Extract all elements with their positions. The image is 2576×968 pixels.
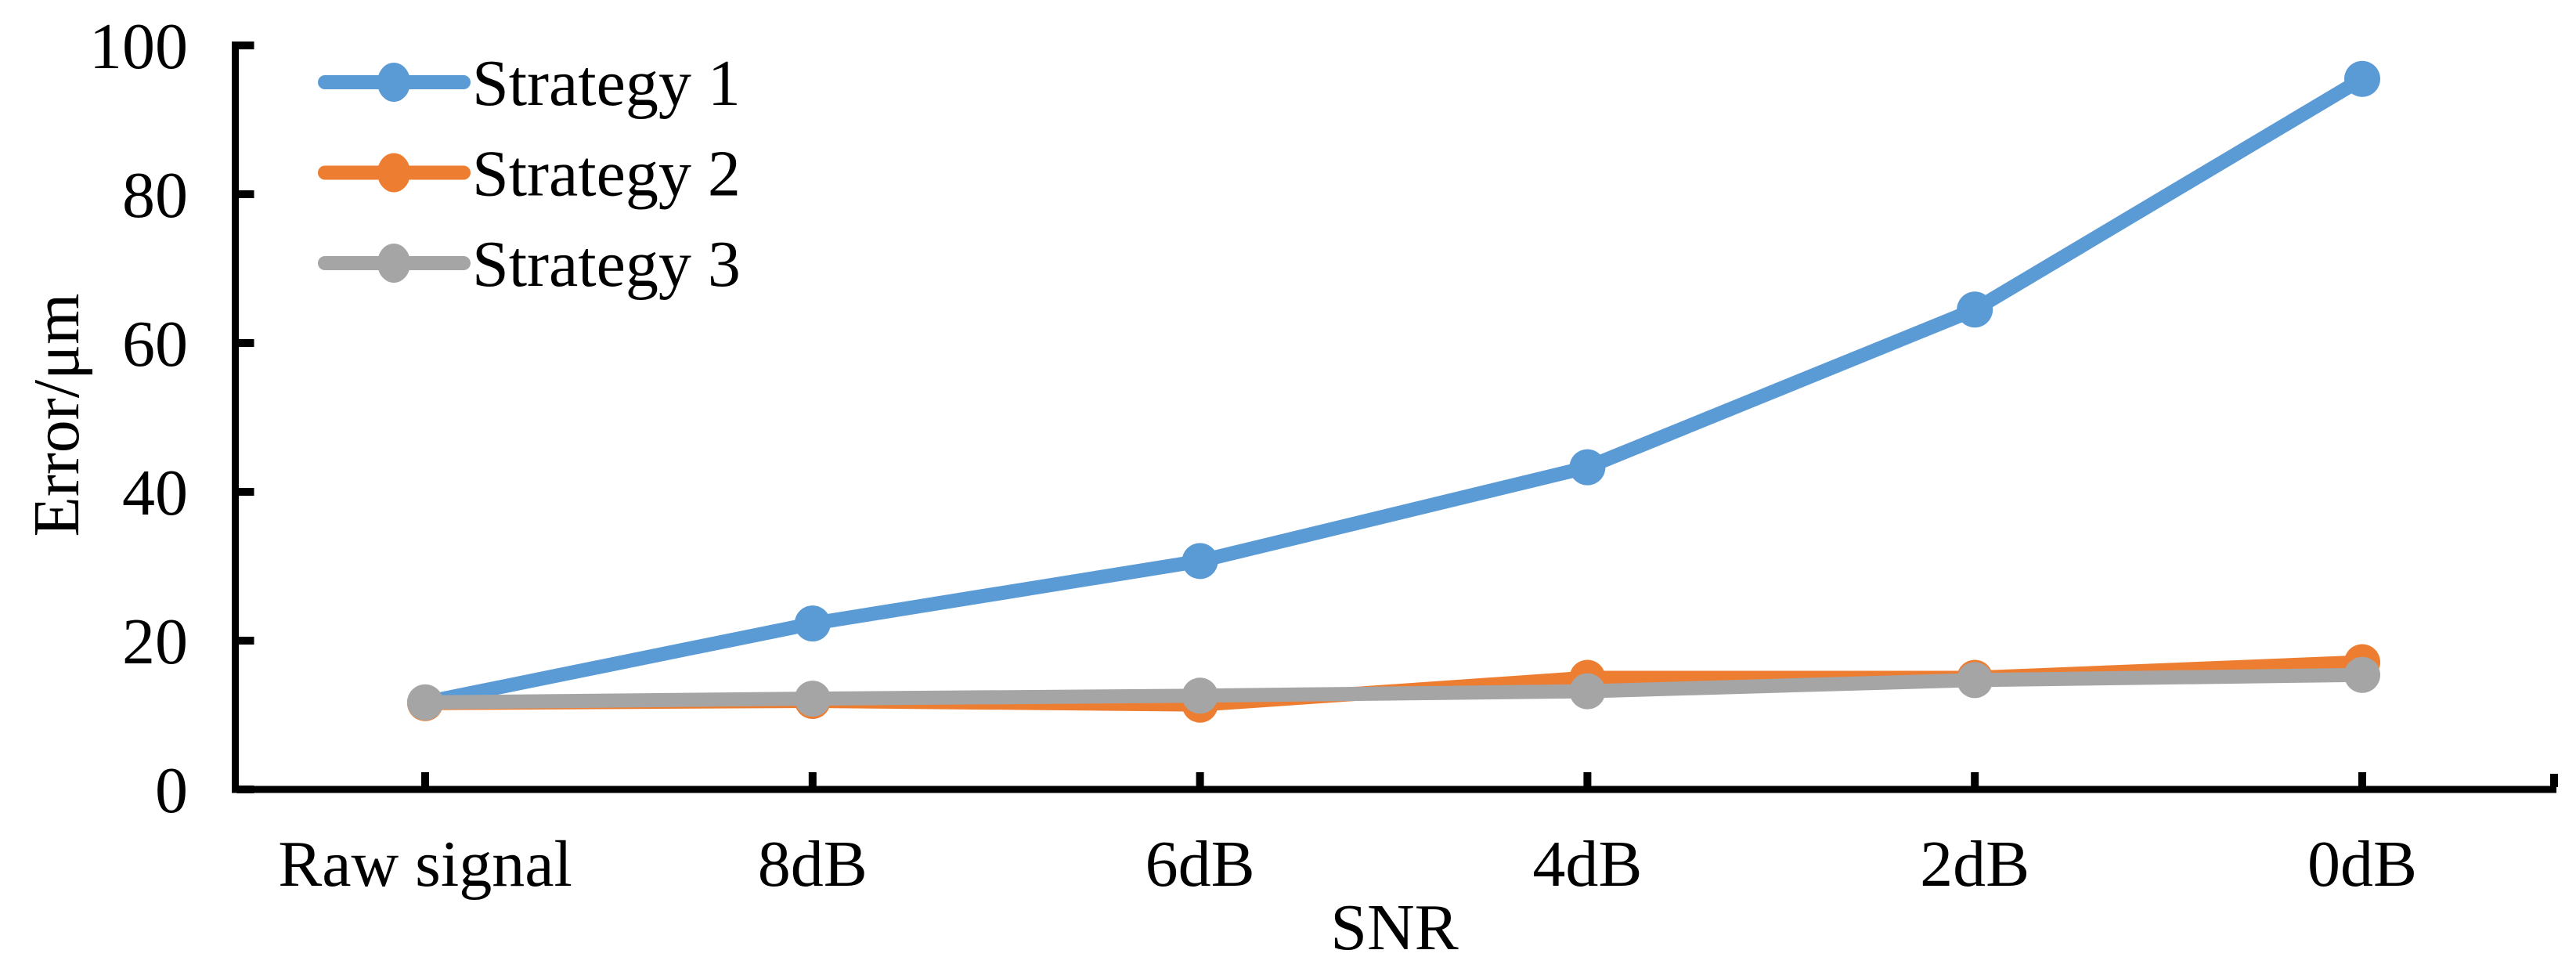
data-point-strategy-3-0 xyxy=(407,684,443,721)
legend-marker-icon xyxy=(377,244,410,283)
series-line-strategy-3 xyxy=(418,667,2369,710)
data-point-strategy-1-1 xyxy=(794,605,831,642)
data-point-strategy-1-2 xyxy=(1182,543,1218,580)
data-point-strategy-1-4 xyxy=(1957,291,1993,328)
y-axis-tick-label: 100 xyxy=(89,10,188,83)
x-axis-category-label: 6dB xyxy=(1145,828,1255,901)
legend-label: Strategy 2 xyxy=(472,138,741,211)
data-point-strategy-3-2 xyxy=(1182,677,1218,714)
y-axis-tick-label: 80 xyxy=(122,159,188,232)
y-axis-tick-label: 20 xyxy=(122,605,188,678)
legend-item-strategy-3: Strategy 3 xyxy=(318,228,741,301)
legend-marker-icon xyxy=(377,63,410,102)
legend-label: Strategy 3 xyxy=(472,228,741,301)
x-axis-category-label: 8dB xyxy=(758,828,868,901)
x-axis-title: SNR xyxy=(1330,891,1458,964)
y-axis-title: Error/μm xyxy=(20,294,93,537)
series-strategy-3 xyxy=(407,656,2380,721)
data-point-strategy-3-5 xyxy=(2344,656,2380,693)
data-point-strategy-1-5 xyxy=(2344,60,2380,97)
data-point-strategy-3-4 xyxy=(1957,662,1993,699)
legend: Strategy 1 Strategy 2 Strategy 3 xyxy=(318,47,741,301)
x-axis-category-label: 4dB xyxy=(1532,828,1642,901)
legend-label: Strategy 1 xyxy=(472,47,741,120)
y-axis-tick-label: 0 xyxy=(155,754,188,827)
data-point-strategy-1-3 xyxy=(1569,449,1606,486)
series-line-strategy-1 xyxy=(418,71,2369,710)
legend-marker-icon xyxy=(377,153,410,193)
legend-item-strategy-2: Strategy 2 xyxy=(318,138,741,211)
x-axis-category-label: 2dB xyxy=(1920,828,2029,901)
data-point-strategy-3-3 xyxy=(1569,673,1606,710)
x-axis-category-label: Raw signal xyxy=(278,828,572,901)
legend-item-strategy-1: Strategy 1 xyxy=(318,47,741,120)
data-point-strategy-3-1 xyxy=(794,681,831,717)
x-axis-category-label: 0dB xyxy=(2307,828,2417,901)
y-axis-tick-label: 60 xyxy=(122,308,188,381)
y-axis-tick-label: 40 xyxy=(122,457,188,529)
